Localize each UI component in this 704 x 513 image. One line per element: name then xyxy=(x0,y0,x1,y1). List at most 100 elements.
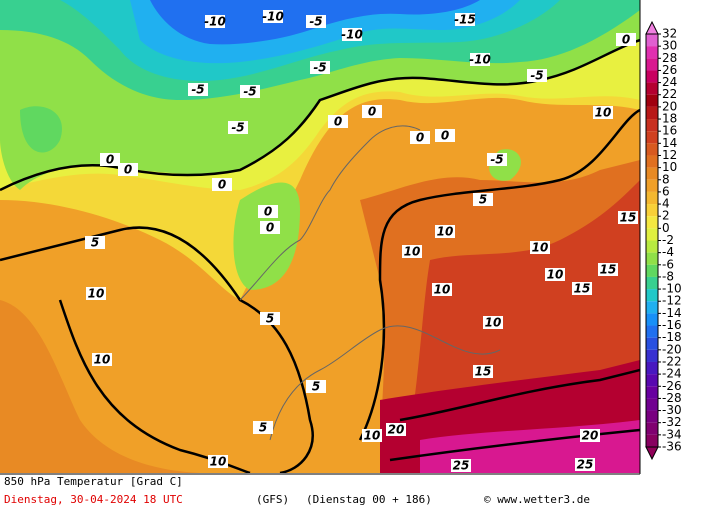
contour-label: 0 xyxy=(124,163,132,177)
colorbar-label: -24 xyxy=(662,367,682,381)
colorbar-label: -20 xyxy=(662,342,682,356)
label-bg xyxy=(575,458,595,471)
label-bg xyxy=(240,85,260,98)
contour-label: 10 xyxy=(210,455,227,469)
label-bg xyxy=(306,15,326,28)
colorbar-top xyxy=(645,20,659,35)
contour-label: 15 xyxy=(600,263,617,277)
colorbar-band xyxy=(646,204,658,217)
colorbar-label: -4 xyxy=(662,245,674,259)
colorbar-band xyxy=(646,58,658,71)
colorbar-band xyxy=(646,264,658,277)
contour-labels: -10 -10 -5-10-15-10-50-5-5 -5-5 000 0-5000005… xyxy=(85,10,638,473)
contour-label: 10 xyxy=(532,241,549,255)
contour-label: -5 xyxy=(243,85,256,99)
label-bg xyxy=(410,131,430,144)
contour-label: 0 xyxy=(218,178,226,192)
colorbar-band xyxy=(646,155,658,168)
contour-label: -10 xyxy=(204,15,226,29)
label-bg xyxy=(188,83,208,96)
label-bg xyxy=(455,13,475,26)
colorbar-label: -12 xyxy=(662,294,682,308)
contour-label: 5 xyxy=(91,236,99,250)
colorbar-band xyxy=(646,289,658,302)
label-bg xyxy=(228,121,248,134)
label-bg xyxy=(100,153,120,166)
contour-label: 0 xyxy=(416,131,424,145)
contour-label: -5 xyxy=(309,15,322,29)
label-bg xyxy=(402,245,422,258)
colorbar-label: 8 xyxy=(662,172,670,186)
contour-label: 10 xyxy=(595,106,612,120)
contour-label: 5 xyxy=(266,312,274,326)
contour-label: -5 xyxy=(231,121,244,135)
label-bg xyxy=(580,429,600,442)
colorbar-label: -26 xyxy=(662,379,682,393)
colorbar-label: 2 xyxy=(662,209,670,223)
label-bg xyxy=(616,33,636,46)
colorbar-band xyxy=(646,46,658,59)
colorbar-bottom xyxy=(645,446,659,461)
contour-label: 15 xyxy=(620,211,637,225)
colorbar-band xyxy=(646,70,658,83)
label-bg xyxy=(258,205,278,218)
label-bg xyxy=(328,115,348,128)
contour-label: 5 xyxy=(259,421,267,435)
label-bg xyxy=(362,105,382,118)
label-bg xyxy=(253,421,273,434)
colorbar-band xyxy=(646,422,658,435)
colorbar-band xyxy=(646,106,658,120)
colorbar-label: -14 xyxy=(662,306,682,320)
label-bg xyxy=(92,353,112,366)
contour-label: 5 xyxy=(479,193,487,207)
coastlines xyxy=(239,125,501,441)
contour-label: 10 xyxy=(364,429,381,443)
colorbar-band xyxy=(646,374,658,387)
label-bg xyxy=(306,380,326,393)
colorbar-label: -28 xyxy=(662,391,682,405)
contour-label: 25 xyxy=(577,458,594,472)
label-bg xyxy=(310,61,330,74)
footer-model: (GFS) xyxy=(256,493,289,506)
label-bg xyxy=(530,241,550,254)
contour-label: 20 xyxy=(388,423,405,437)
colorbar-band xyxy=(646,325,658,338)
footer-run: (Dienstag 00 + 186) xyxy=(306,493,432,506)
colorbar-band xyxy=(646,191,658,205)
colorbar-label: -22 xyxy=(662,354,682,368)
colorbar-label: 4 xyxy=(662,197,670,211)
contour-label: 0 xyxy=(106,153,114,167)
colorbar-band xyxy=(646,349,658,362)
colorbar-label: 6 xyxy=(662,184,670,198)
colorbar-label: 22 xyxy=(662,87,677,101)
colorbar-label: -8 xyxy=(662,269,674,283)
contour-label: 10 xyxy=(434,283,451,297)
colorbar-band xyxy=(646,143,658,156)
colorbar-label: 12 xyxy=(662,148,677,162)
colorbar-band xyxy=(646,337,658,350)
colorbar-label: 30 xyxy=(662,39,677,53)
colorbar-label: -16 xyxy=(662,318,682,332)
colorbar-band xyxy=(646,240,658,253)
colorbar-label: 16 xyxy=(662,124,677,138)
label-bg xyxy=(205,15,225,28)
colorbar-label: -34 xyxy=(662,427,682,441)
label-bg xyxy=(435,225,455,238)
colorbar-band xyxy=(646,434,658,447)
label-bg xyxy=(435,129,455,142)
label-bg xyxy=(85,236,105,249)
label-bg xyxy=(260,221,280,234)
contour-label: 15 xyxy=(475,365,492,379)
label-bg xyxy=(473,365,493,378)
colorbar-label: -10 xyxy=(662,282,682,296)
colorbar-band xyxy=(646,94,658,107)
label-bg xyxy=(432,283,452,296)
contour-label: -5 xyxy=(191,83,204,97)
contour-label: 10 xyxy=(437,225,454,239)
colorbar-band xyxy=(646,276,658,290)
contour-label: 0 xyxy=(441,129,449,143)
colorbar-band xyxy=(646,167,658,180)
contour-label: 0 xyxy=(334,115,342,129)
